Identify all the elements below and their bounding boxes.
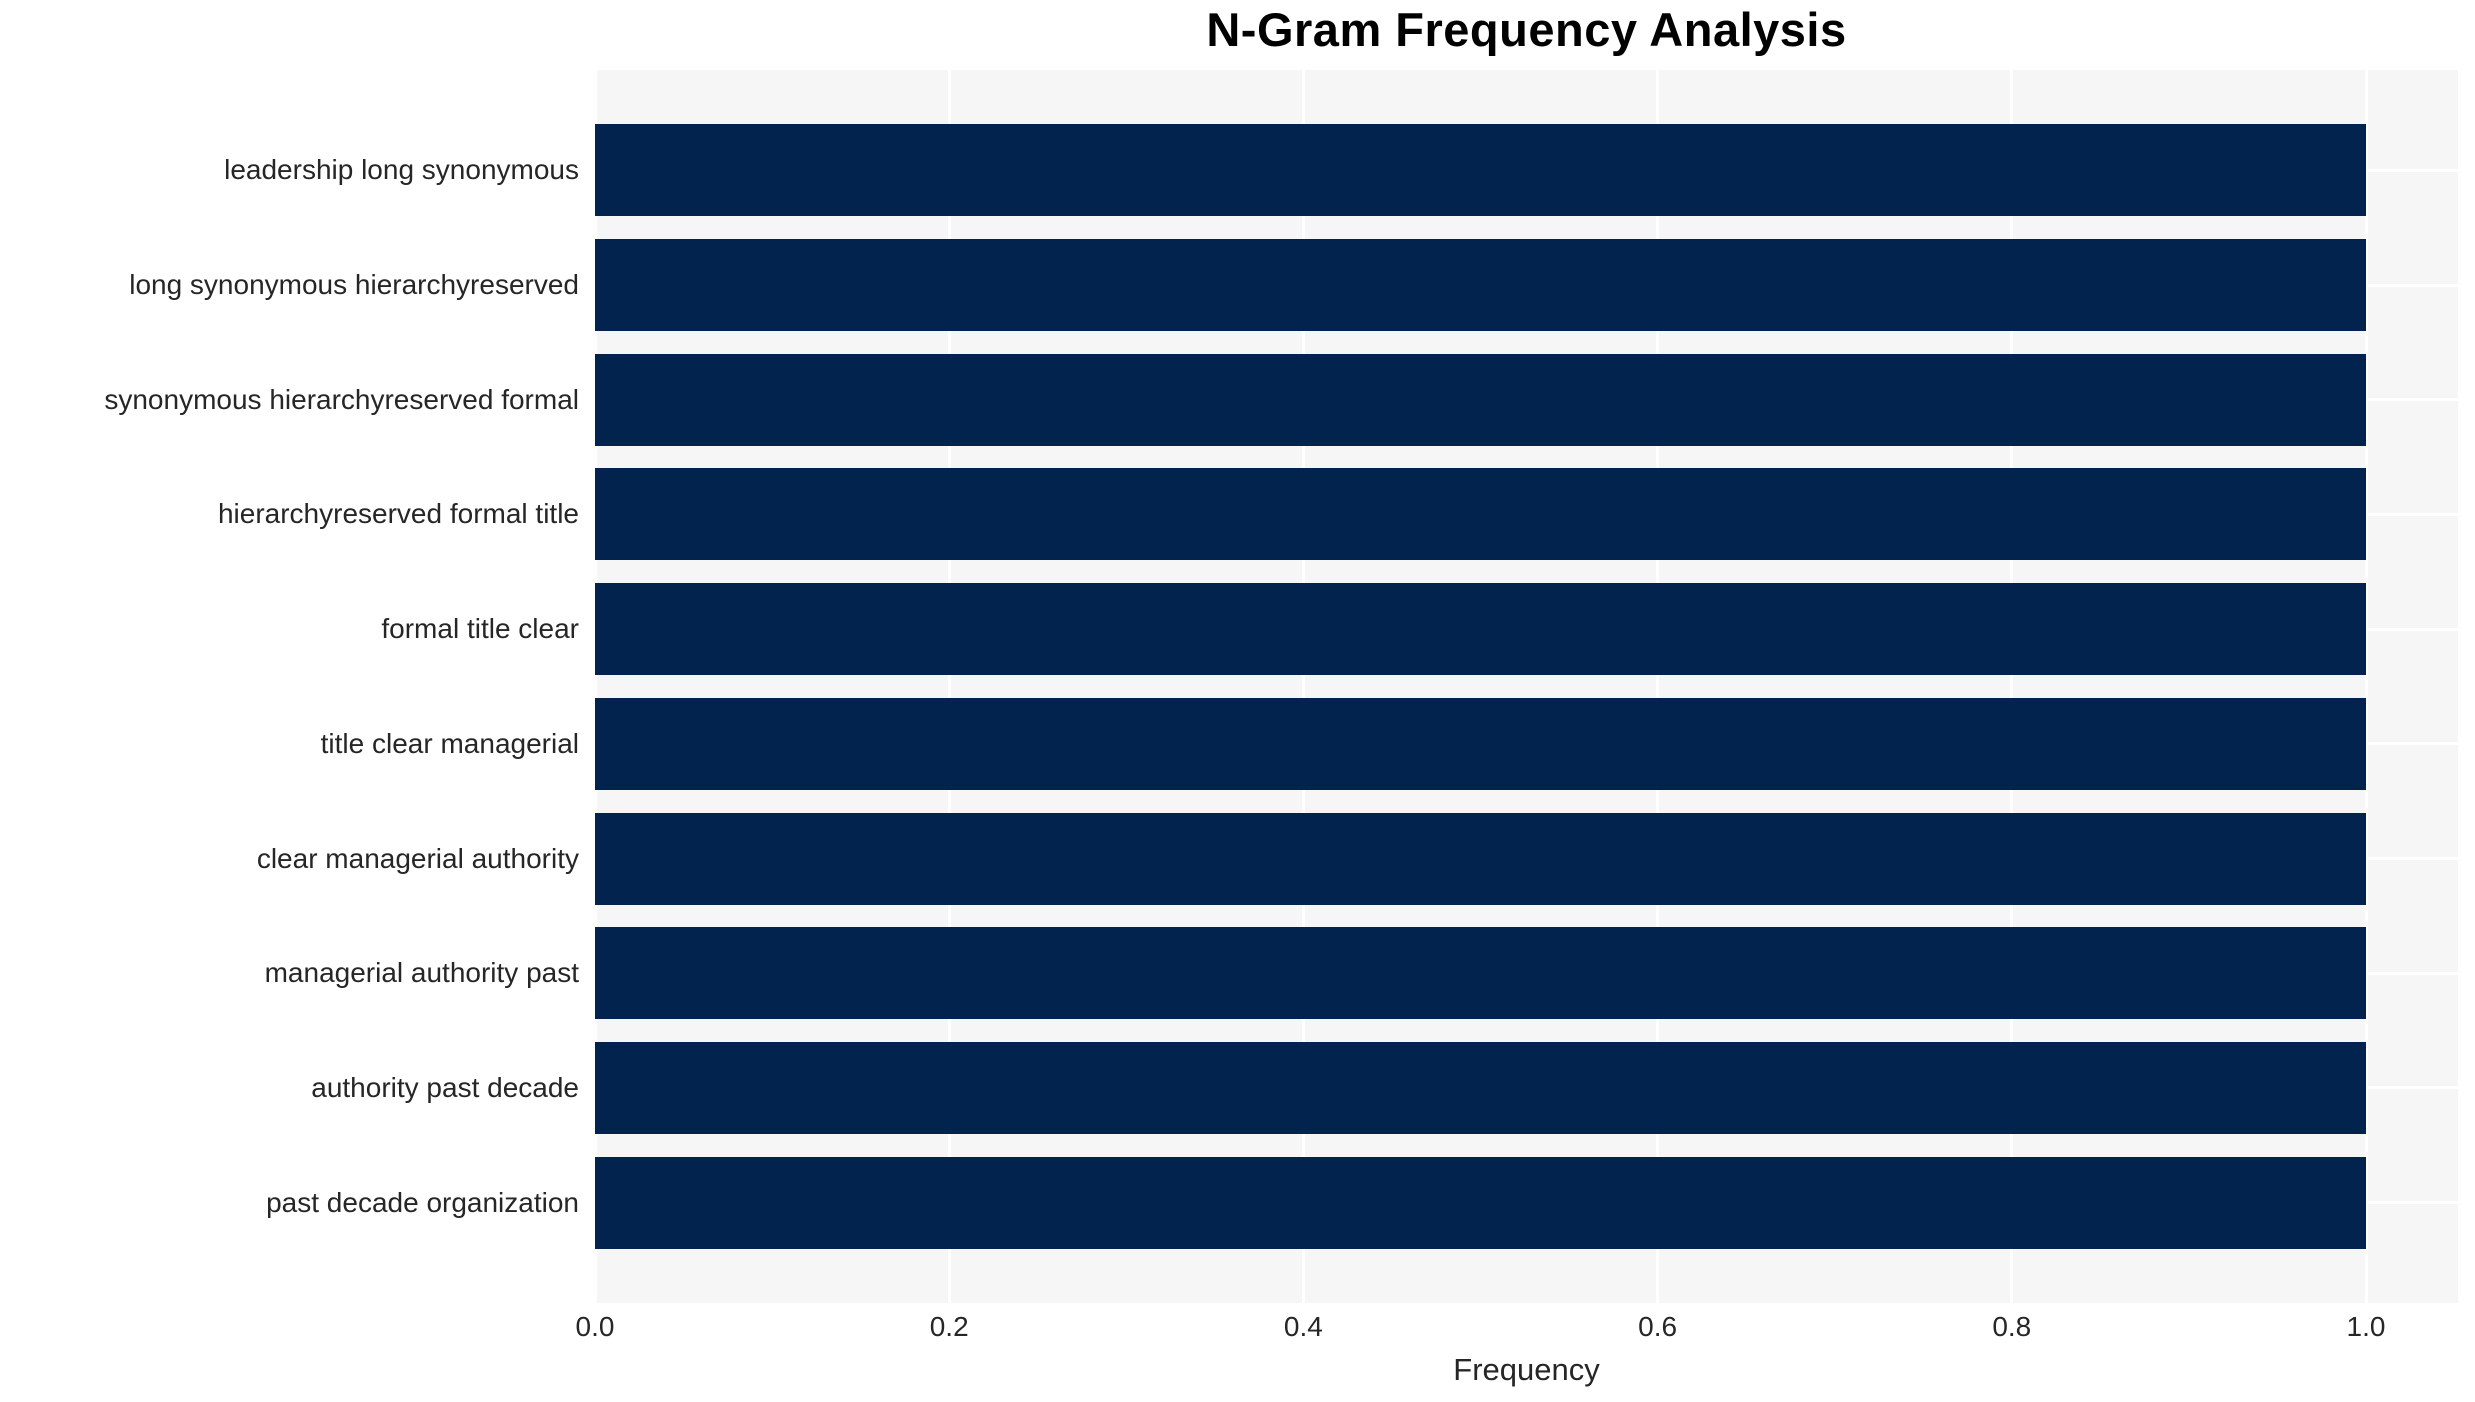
category-label: managerial authority past bbox=[264, 957, 579, 989]
category-label: authority past decade bbox=[311, 1071, 579, 1103]
bar-row: managerial authority past bbox=[265, 916, 2458, 1031]
frequency-bar bbox=[595, 1041, 2366, 1134]
vertical-gridline bbox=[2010, 70, 2014, 1303]
x-axis-label: Frequency bbox=[1453, 1352, 1600, 1387]
bar-row: formal title clear bbox=[381, 572, 2458, 687]
category-label: hierarchyreserved formal title bbox=[217, 498, 579, 530]
plot-area: leadership long synonymous long synonymou… bbox=[104, 70, 2458, 1303]
bar-row: leadership long synonymous bbox=[224, 113, 2458, 228]
frequency-bar bbox=[595, 1156, 2366, 1249]
bar-row: clear managerial authority bbox=[257, 801, 2458, 916]
bar-row: synonymous hierarchyreserved formal bbox=[104, 342, 2458, 457]
vertical-gridline bbox=[1301, 70, 1305, 1303]
x-tick-label: 0.2 bbox=[929, 1311, 969, 1342]
x-tick-label: 1.0 bbox=[2346, 1311, 2386, 1342]
frequency-bar bbox=[595, 239, 2366, 332]
frequency-bar bbox=[595, 353, 2366, 446]
x-tick-label: 0.8 bbox=[1992, 1311, 2032, 1342]
x-tick-label: 0.4 bbox=[1283, 1311, 1323, 1342]
frequency-bar bbox=[595, 124, 2366, 217]
frequency-bar bbox=[595, 468, 2366, 561]
vertical-gridline bbox=[593, 70, 597, 1303]
frequency-bar bbox=[595, 812, 2366, 905]
category-label: clear managerial authority bbox=[256, 842, 579, 874]
vertical-gridline bbox=[947, 70, 951, 1303]
bar-row: long synonymous hierarchyreserved bbox=[129, 228, 2458, 343]
bar-row: title clear managerial bbox=[321, 687, 2458, 802]
category-label: synonymous hierarchyreserved formal bbox=[104, 383, 579, 415]
bar-row: authority past decade bbox=[311, 1031, 2458, 1146]
category-label: past decade organization bbox=[266, 1186, 579, 1218]
vertical-gridline bbox=[1656, 70, 1660, 1303]
vertical-gridline bbox=[2364, 70, 2368, 1303]
category-label: long synonymous hierarchyreserved bbox=[129, 269, 579, 301]
chart-title: N-Gram Frequency Analysis bbox=[1206, 3, 1847, 56]
frequency-bar bbox=[595, 697, 2366, 790]
category-label: formal title clear bbox=[381, 613, 579, 645]
x-tick-label: 0.6 bbox=[1638, 1311, 1678, 1342]
category-label: title clear managerial bbox=[320, 727, 579, 759]
frequency-bar bbox=[595, 583, 2366, 676]
frequency-bar bbox=[595, 927, 2366, 1020]
x-tick-label: 0.0 bbox=[575, 1311, 615, 1342]
bar-row: hierarchyreserved formal title bbox=[218, 457, 2458, 572]
category-label: leadership long synonymous bbox=[224, 154, 579, 186]
bar-row: past decade organization bbox=[266, 1145, 2458, 1260]
